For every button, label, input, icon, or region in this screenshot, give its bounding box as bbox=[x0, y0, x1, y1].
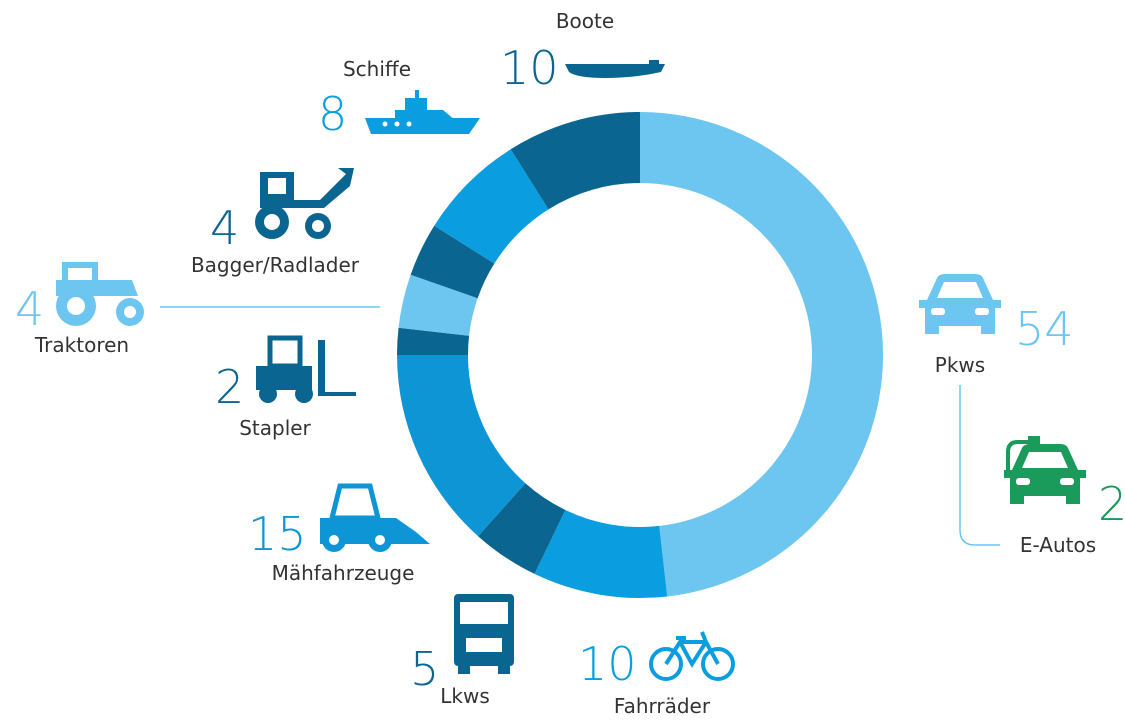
icon-part bbox=[1016, 478, 1030, 485]
icon-part bbox=[267, 335, 303, 369]
icon bbox=[454, 594, 514, 674]
icon-part bbox=[318, 392, 356, 396]
donut-segment bbox=[397, 327, 470, 355]
icon bbox=[1004, 436, 1086, 504]
icon-part bbox=[1006, 440, 1028, 470]
icon-part bbox=[975, 308, 989, 315]
icon-part bbox=[395, 90, 455, 120]
icon-part bbox=[1004, 444, 1086, 504]
value-label: 5 bbox=[410, 642, 439, 696]
icon-part bbox=[295, 385, 313, 403]
icon-part bbox=[458, 664, 470, 674]
icon-part bbox=[318, 340, 325, 396]
value-label: 2 bbox=[215, 360, 244, 414]
icon-part bbox=[67, 297, 85, 315]
connector bbox=[959, 385, 1000, 546]
icon bbox=[56, 262, 144, 326]
icon-part bbox=[649, 60, 659, 66]
icon-part bbox=[329, 535, 339, 545]
icon bbox=[320, 483, 430, 552]
category-label: Boote bbox=[556, 9, 614, 33]
icon-part bbox=[498, 664, 510, 674]
value-label: 10 bbox=[500, 41, 559, 95]
icon-part bbox=[701, 647, 735, 681]
icon-part bbox=[1022, 452, 1068, 468]
icon-part bbox=[466, 638, 502, 652]
value-label: 54 bbox=[1015, 302, 1074, 356]
donut-segment bbox=[534, 509, 668, 598]
value-label: 15 bbox=[248, 507, 307, 561]
icon-part bbox=[124, 306, 136, 318]
category-label: Pkws bbox=[935, 353, 985, 377]
value-label: 4 bbox=[210, 201, 239, 255]
category-label: Traktoren bbox=[34, 333, 129, 357]
icon bbox=[365, 90, 480, 134]
icon bbox=[256, 335, 356, 403]
icon-part bbox=[328, 483, 382, 521]
icon-part bbox=[268, 178, 286, 194]
icon bbox=[565, 60, 665, 78]
donut-segment bbox=[510, 112, 640, 210]
value-label: 2 bbox=[1098, 477, 1125, 531]
category-label: Schiffe bbox=[343, 57, 411, 81]
icon-part bbox=[394, 121, 400, 127]
donut-segment bbox=[640, 112, 883, 597]
icon-part bbox=[365, 118, 480, 134]
icon-part bbox=[1028, 436, 1040, 448]
icon-part bbox=[649, 647, 683, 681]
donut-segment bbox=[398, 274, 478, 336]
value-label: 8 bbox=[318, 87, 347, 141]
icon-part bbox=[68, 268, 92, 280]
value-label: 10 bbox=[578, 637, 637, 691]
icon-part bbox=[259, 385, 277, 403]
icon-part bbox=[312, 220, 324, 232]
icon-part bbox=[919, 274, 1001, 334]
icon-part bbox=[460, 602, 508, 624]
icon bbox=[919, 274, 1001, 334]
icon-part bbox=[937, 282, 983, 298]
icon-part bbox=[382, 121, 388, 127]
icon bbox=[255, 168, 354, 239]
donut-segment bbox=[410, 225, 495, 299]
category-label: Lkws bbox=[440, 684, 490, 708]
category-label: Stapler bbox=[239, 416, 311, 440]
value-label: 4 bbox=[15, 282, 44, 336]
icon-part bbox=[375, 535, 385, 545]
donut-segment bbox=[478, 483, 566, 574]
category-label: Bagger/Radlader bbox=[191, 253, 360, 277]
category-label: Fahrräder bbox=[614, 694, 711, 718]
category-label: Mähfahrzeuge bbox=[272, 561, 415, 585]
icon-part bbox=[664, 631, 720, 668]
icon-part bbox=[406, 121, 412, 127]
icon bbox=[649, 631, 735, 681]
donut-segment bbox=[434, 149, 549, 264]
icon-part bbox=[565, 64, 665, 78]
icon-part bbox=[1060, 478, 1074, 485]
icon-part bbox=[264, 214, 280, 230]
donut-segment bbox=[397, 355, 526, 537]
category-label: E-Autos bbox=[1020, 533, 1096, 557]
icon-part bbox=[931, 308, 945, 315]
